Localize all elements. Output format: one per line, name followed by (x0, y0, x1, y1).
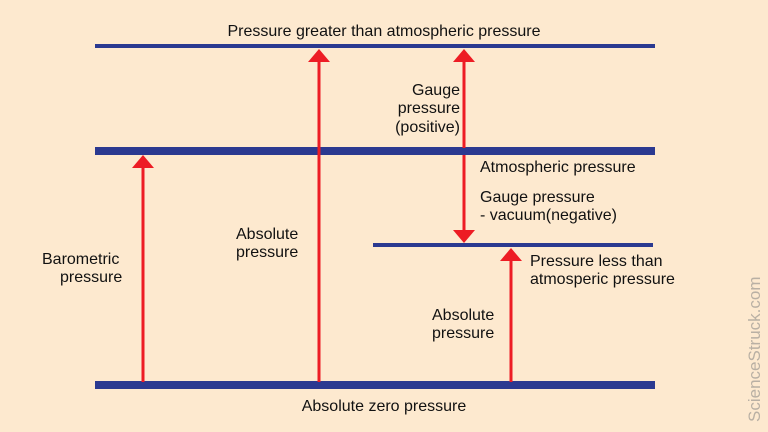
arrow-gauge-negative (453, 155, 475, 243)
arrow-absolute-low (500, 248, 522, 382)
label-absolute-low-1: Absolute (432, 307, 494, 324)
label-gauge-positive-3: (positive) (395, 119, 460, 136)
label-barometric-1: Barometric (42, 251, 119, 268)
arrow-absolute-high (308, 49, 330, 382)
label-gauge-positive-2: pressure (398, 100, 460, 117)
label-below-atmospheric-1: Pressure less than (530, 253, 663, 270)
watermark: ScienceStruck.com (745, 277, 764, 423)
arrow-barometric (132, 155, 154, 382)
label-below-atmospheric-2: atmosperic pressure (530, 271, 675, 288)
label-above-atmospheric: Pressure greater than atmospheric pressu… (227, 23, 540, 40)
arrow-gauge-positive (453, 49, 475, 148)
label-barometric-2: pressure (60, 269, 122, 286)
label-absolute-zero: Absolute zero pressure (302, 398, 467, 415)
line-below-atmospheric (373, 243, 653, 247)
label-atmospheric: Atmospheric pressure (480, 159, 636, 176)
label-absolute-low-2: pressure (432, 325, 494, 342)
label-absolute-high-1: Absolute (236, 226, 298, 243)
label-gauge-negative-2: - vacuum(negative) (480, 207, 617, 224)
line-above-atmospheric (95, 44, 655, 48)
line-absolute-zero (95, 381, 655, 389)
label-absolute-high-2: pressure (236, 244, 298, 261)
line-atmospheric (95, 147, 655, 155)
label-gauge-negative-1: Gauge pressure (480, 189, 595, 206)
label-gauge-positive-1: Gauge (412, 82, 460, 99)
